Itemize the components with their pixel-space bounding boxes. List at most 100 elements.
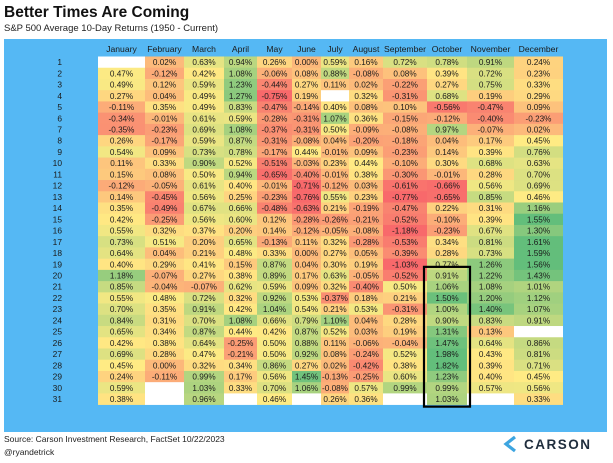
heatmap-cell	[224, 213, 257, 226]
cell-value: 0.09%	[527, 103, 550, 112]
cell-value: 0.89%	[263, 271, 286, 280]
cell-value: 0.04%	[153, 249, 176, 258]
heatmap-cell	[184, 224, 224, 237]
heatmap-cell	[292, 236, 321, 248]
heatmap-cell	[427, 202, 467, 215]
heatmap-cell	[514, 67, 563, 80]
heatmap-cell	[383, 236, 427, 248]
cell-value: 0.85%	[479, 193, 502, 202]
cell-value: 0.70%	[527, 170, 550, 179]
heatmap-cell	[514, 112, 563, 125]
cell-value: -0.31%	[262, 137, 288, 146]
cell-value: -0.26%	[322, 215, 348, 224]
heatmap-cell	[467, 281, 514, 293]
heatmap-cell	[467, 348, 514, 361]
cell-value: 0.50%	[393, 283, 416, 292]
cell-value: 0.09%	[153, 148, 176, 157]
heatmap-cell	[467, 202, 514, 215]
heatmap-cell	[292, 56, 321, 69]
heatmap-cell	[349, 56, 383, 69]
heatmap-cell	[321, 135, 349, 147]
cell-value: -0.07%	[152, 271, 178, 280]
heatmap-cell	[257, 112, 292, 125]
heatmap-cell	[383, 292, 427, 304]
heatmap-cell	[427, 101, 467, 113]
heatmap-cell	[292, 326, 321, 338]
heatmap-cell	[184, 314, 224, 327]
cell-value: -0.31%	[294, 125, 320, 134]
heatmap-cell	[514, 90, 563, 102]
cell-value: 0.28%	[153, 350, 176, 359]
heatmap-cell	[514, 281, 563, 293]
cell-value: 0.42%	[110, 339, 133, 348]
heatmap-cell	[257, 78, 292, 91]
cell-value: -0.77%	[392, 193, 418, 202]
heatmap-cell	[321, 224, 349, 237]
heatmap-cell	[145, 90, 184, 102]
cell-value: 0.67%	[479, 227, 502, 236]
cell-value: -0.37%	[262, 125, 288, 134]
cell-value: 0.99%	[435, 384, 458, 393]
cell-value: 1.07%	[323, 114, 346, 123]
heatmap-cell	[427, 258, 467, 271]
heatmap-cell	[514, 314, 563, 327]
column-header-june: June	[297, 44, 316, 54]
cell-value: -0.49%	[152, 204, 178, 213]
heatmap-cell	[349, 191, 383, 203]
cell-value: -0.25%	[228, 339, 254, 348]
cell-value: 0.56%	[527, 384, 550, 393]
cell-value: 0.88%	[323, 69, 346, 78]
heatmap-cell	[184, 123, 224, 136]
heatmap-cell	[427, 191, 467, 203]
cell-value: 0.29%	[153, 260, 176, 269]
heatmap-cell	[514, 213, 563, 226]
cell-value: -0.03%	[294, 159, 320, 168]
cell-value: -0.24%	[353, 350, 379, 359]
cell-value: 0.08%	[153, 170, 176, 179]
row-label-day-6: 6	[57, 113, 62, 123]
heatmap-cell	[292, 314, 321, 327]
heatmap-cell	[145, 213, 184, 226]
cell-value: 0.40%	[110, 260, 133, 269]
heatmap-cell	[514, 292, 563, 304]
heatmap-cell	[383, 314, 427, 327]
heatmap-cell	[292, 112, 321, 125]
row-label-day-2: 2	[57, 68, 62, 78]
cell-value: 0.56%	[263, 373, 286, 382]
cell-value: -0.09%	[353, 125, 379, 134]
heatmap-cell	[349, 281, 383, 293]
heatmap-cell	[145, 247, 184, 259]
heatmap-cell	[383, 168, 427, 181]
cell-value: 0.26%	[110, 137, 133, 146]
heatmap-cell	[257, 281, 292, 293]
cell-value: 0.34%	[435, 238, 458, 247]
heatmap-cell	[321, 281, 349, 293]
cell-value: 0.69%	[192, 125, 215, 134]
heatmap-cell	[349, 326, 383, 338]
cell-value: 0.62%	[229, 283, 252, 292]
cell-value: 0.87%	[192, 328, 215, 337]
heatmap-cell	[257, 247, 292, 259]
heatmap-cell	[257, 213, 292, 226]
heatmap-cell	[321, 67, 349, 80]
cell-value: -0.23%	[526, 114, 552, 123]
heatmap-cell	[467, 78, 514, 91]
heatmap-cell	[467, 146, 514, 158]
cell-value: 0.42%	[263, 328, 286, 337]
cell-value: -0.35%	[109, 125, 135, 134]
heatmap-cell	[257, 326, 292, 338]
heatmap-cell	[514, 359, 563, 372]
cell-value: 0.08%	[295, 69, 318, 78]
heatmap-cell	[224, 67, 257, 80]
cell-value: 0.59%	[192, 81, 215, 90]
cell-value: 0.35%	[153, 305, 176, 314]
row-label-day-9: 9	[57, 147, 62, 157]
heatmap-cell	[184, 281, 224, 293]
heatmap-cell	[145, 393, 184, 405]
cell-value: 0.17%	[229, 373, 252, 382]
cell-value: 0.52%	[323, 328, 346, 337]
row-label-day-3: 3	[57, 80, 62, 90]
heatmap-cell	[383, 146, 427, 158]
cell-value: 0.73%	[110, 238, 133, 247]
